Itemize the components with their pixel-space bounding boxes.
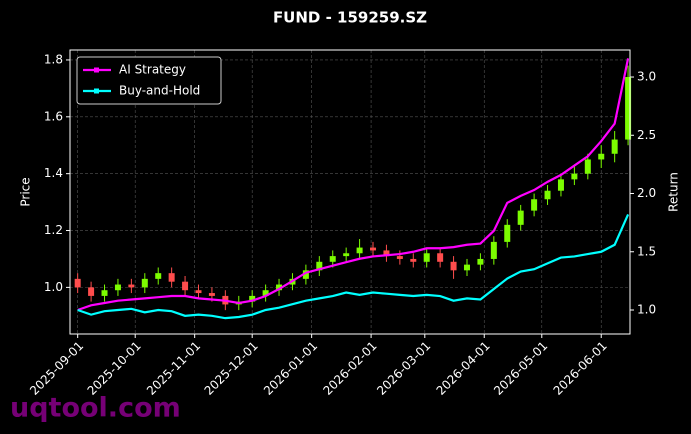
candle-body <box>276 284 283 291</box>
x-tick-label: 2026-06-01 <box>551 339 610 398</box>
candle-body <box>74 278 81 288</box>
candle-body <box>584 159 591 174</box>
candle-body <box>544 190 551 200</box>
candle-body <box>343 253 350 257</box>
candle-body <box>490 241 497 259</box>
candle-body <box>88 287 95 296</box>
x-tick-label: 2025-10-01 <box>85 339 144 398</box>
candle-body <box>155 273 162 279</box>
candle-body <box>450 261 457 271</box>
y-tick-label: 1.8 <box>44 52 63 66</box>
candle-body <box>356 247 363 254</box>
candle-body <box>437 253 444 262</box>
candle-body <box>114 284 121 291</box>
candle-body <box>195 290 202 294</box>
candle-body <box>625 77 632 140</box>
candle-body <box>571 173 578 180</box>
x-tick-label: 2026-04-01 <box>434 339 493 398</box>
x-tick-label: 2026-02-01 <box>320 339 379 398</box>
candle-body <box>477 258 484 265</box>
legend-box <box>76 56 222 105</box>
y-tick-label: 1.4 <box>44 166 63 180</box>
series-line <box>77 58 630 312</box>
candle-body <box>208 293 215 296</box>
candle-body <box>396 256 403 259</box>
candle-body <box>423 253 430 262</box>
candle-body <box>410 258 417 262</box>
candle-body <box>329 256 336 262</box>
x-tick-label: 2026-01-01 <box>261 339 320 398</box>
candle-body <box>101 290 108 296</box>
x-tick-label: 2025-12-01 <box>202 339 261 398</box>
candle-body <box>128 284 135 288</box>
y-tick-label: 1.6 <box>44 109 63 123</box>
candle-body <box>531 199 538 211</box>
y2-axis-label: Return <box>667 172 681 212</box>
candle-body <box>504 224 511 242</box>
y-tick-label: 1.2 <box>44 223 63 237</box>
candle-body <box>463 264 470 271</box>
candle-body <box>141 278 148 288</box>
y2-tick-label: 1.5 <box>637 244 656 258</box>
y2-tick-label: 2.5 <box>637 128 656 142</box>
candle-body <box>316 261 323 271</box>
x-tick-label: 2025-11-01 <box>144 339 203 398</box>
candle-body <box>249 295 256 302</box>
candle-body <box>168 273 175 282</box>
legend-marker <box>94 88 99 94</box>
y-axis-label: Price <box>19 177 33 206</box>
candle-body <box>182 281 189 291</box>
candle-body <box>370 247 377 251</box>
x-tick-label: 2026-03-01 <box>374 339 433 398</box>
candle-body <box>611 139 618 154</box>
candle-body <box>302 270 309 279</box>
candle-body <box>517 210 524 225</box>
candle-body <box>262 290 269 296</box>
x-tick-label: 2025-09-01 <box>27 339 86 398</box>
y2-tick-label: 1.0 <box>637 303 656 317</box>
legend-label: AI Strategy <box>119 63 186 77</box>
chart-title: FUND - 159259.SZ <box>273 9 427 27</box>
y-tick-label: 1.0 <box>44 280 63 294</box>
plot-frame <box>69 49 631 335</box>
y2-tick-label: 3.0 <box>637 70 656 84</box>
candle-body <box>598 153 605 160</box>
x-tick-label: 2026-05-01 <box>491 339 550 398</box>
y2-tick-label: 2.0 <box>637 186 656 200</box>
candle-body <box>557 179 564 191</box>
series-line <box>77 214 630 320</box>
watermark: uqtool.com <box>10 393 181 424</box>
legend-marker <box>94 67 99 73</box>
legend-label: Buy-and-Hold <box>119 84 200 98</box>
candle-body <box>383 250 390 257</box>
